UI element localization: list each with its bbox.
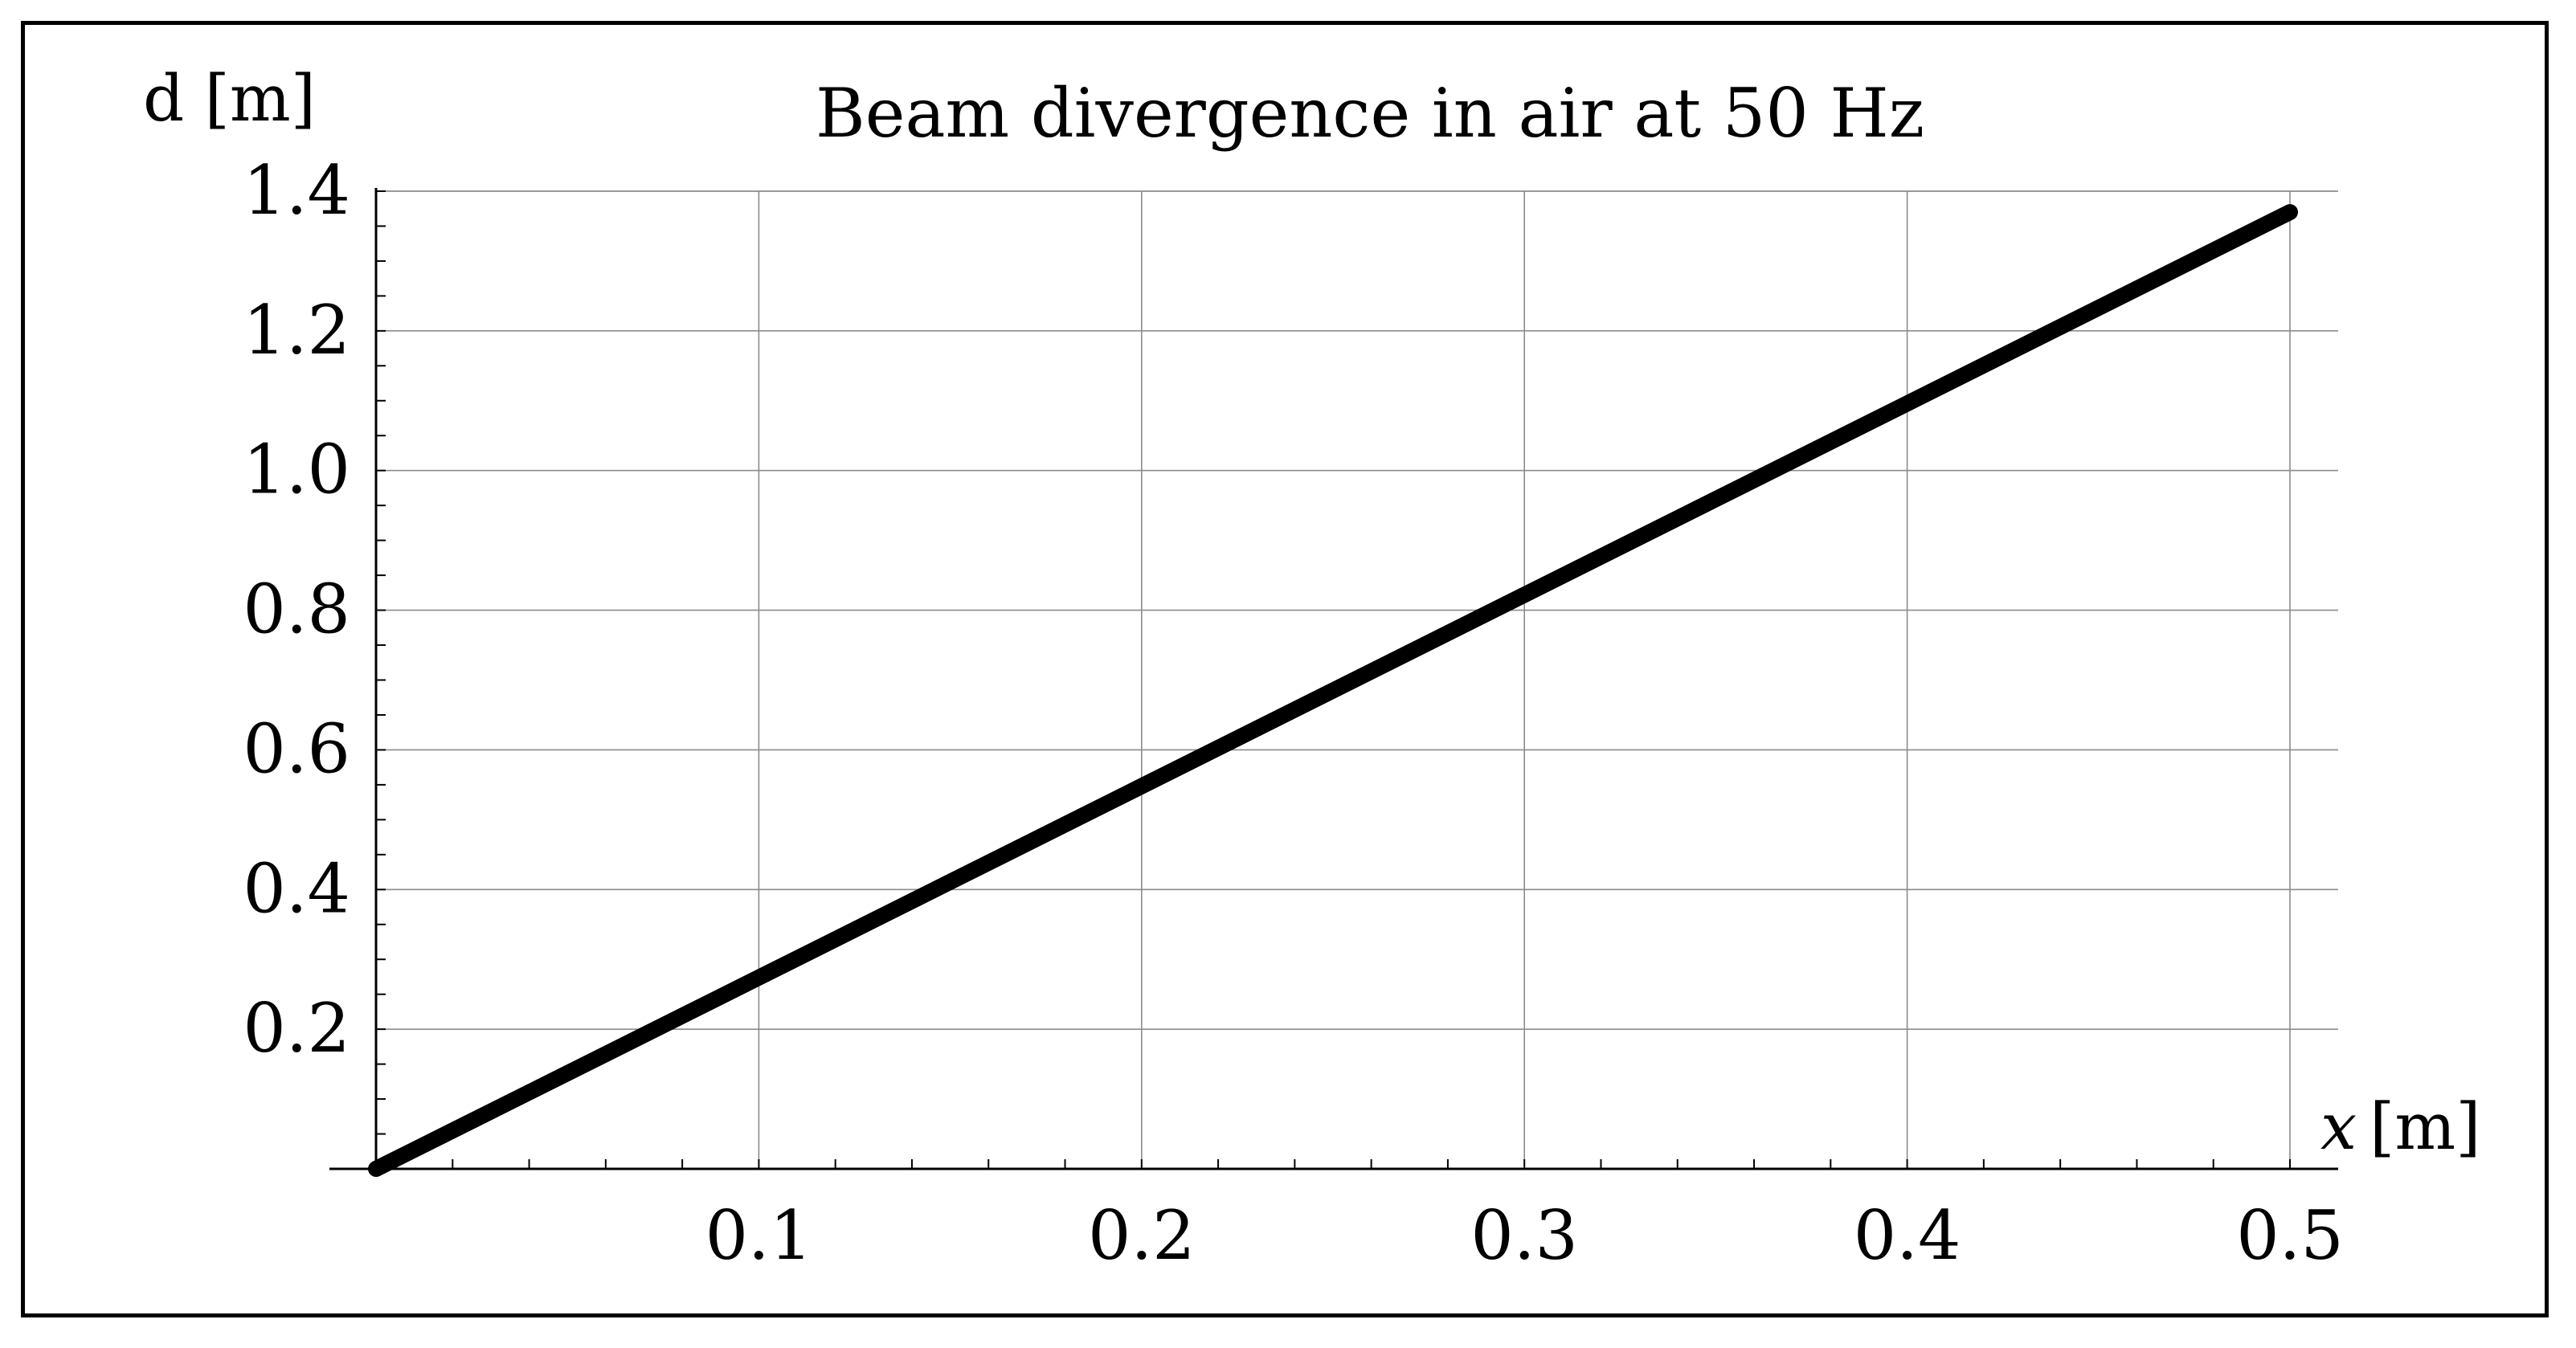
data-point xyxy=(566,1072,568,1074)
y-tick-label: 0.8 xyxy=(243,570,350,649)
y-tick-label: 0.4 xyxy=(243,849,350,928)
y-axis-label: d [m] xyxy=(143,61,316,136)
y-tick-label: 0.2 xyxy=(243,989,350,1068)
data-point xyxy=(1523,594,1525,595)
grid xyxy=(376,190,2338,1169)
y-tick-label: 1.2 xyxy=(243,291,350,370)
chart-frame xyxy=(21,21,2549,1317)
y-tick-label: 1.4 xyxy=(243,151,350,230)
data-point xyxy=(950,881,951,883)
series-layer xyxy=(368,204,2298,1177)
ticks: 0.2 0.4 0.6 0.8 1.0 1.2 1.4 0.1 0.2 0.3 0.4 0.5 xyxy=(243,151,2343,1275)
x-axis-label: x [m] xyxy=(2320,1089,2480,1164)
x-tick-label: 0.5 xyxy=(2236,1196,2344,1275)
data-point xyxy=(1715,498,1716,500)
data-point xyxy=(375,1168,377,1170)
x-tick-label: 0.3 xyxy=(1470,1196,1578,1275)
x-axis-unit: [m] xyxy=(2370,1089,2480,1164)
x-tick-label: 0.4 xyxy=(1854,1196,1961,1275)
chart-title: Beam divergence in air at 50 Hz xyxy=(816,74,1924,153)
data-point xyxy=(2289,211,2291,213)
x-axis-variable: x xyxy=(2320,1089,2357,1164)
x-tick-label: 0.1 xyxy=(705,1196,813,1275)
data-point xyxy=(758,977,759,978)
y-tick-label: 1.0 xyxy=(243,431,350,509)
axes xyxy=(329,188,2338,1170)
y-tick-label: 0.6 xyxy=(243,709,350,788)
data-point xyxy=(1332,690,1334,692)
x-tick-label: 0.2 xyxy=(1088,1196,1196,1275)
